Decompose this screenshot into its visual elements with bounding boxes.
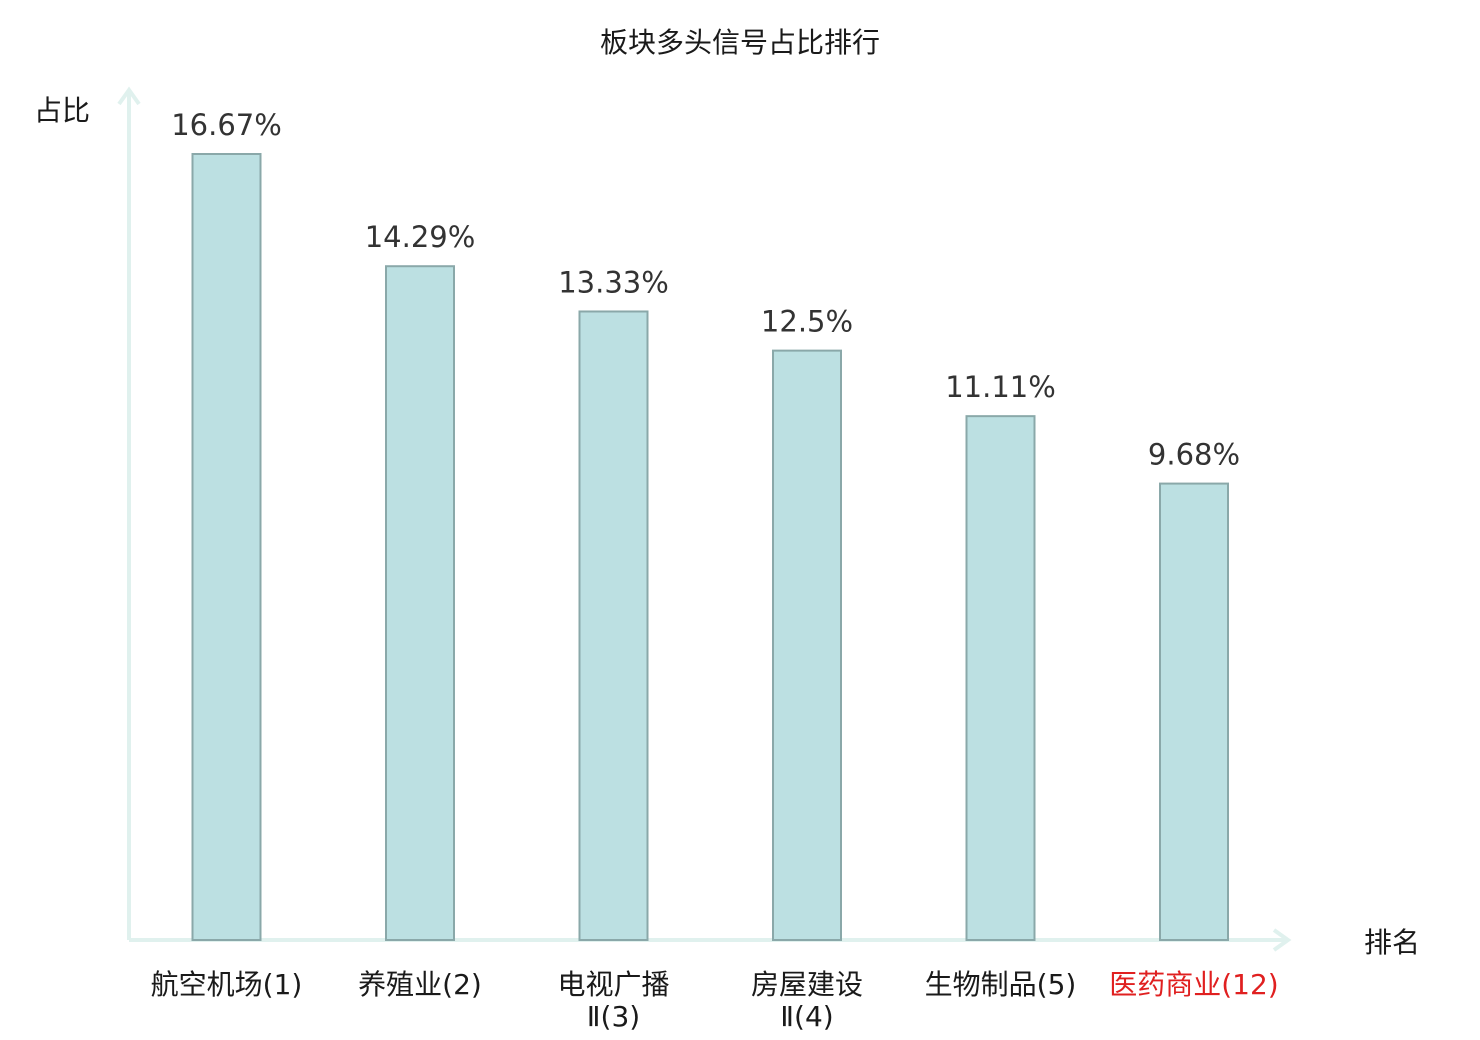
y-axis-label: 占比 [34, 94, 90, 127]
category-label-6: 医药商业(12) [1109, 968, 1278, 1001]
category-label-2: 养殖业(2) [358, 968, 482, 1001]
category-label-5: 生物制品(5) [925, 968, 1077, 1001]
value-labels: 16.67% 14.29% 13.33% 12.5% 11.11% 9.68% [171, 108, 1240, 472]
value-label-3: 13.33% [558, 265, 669, 299]
y-axis-arrow [117, 86, 141, 106]
category-label-3-line-2: Ⅱ(3) [587, 1000, 640, 1033]
x-axis-label: 排名 [1364, 926, 1420, 959]
bar-1 [191, 153, 262, 941]
bars [191, 153, 1229, 942]
chart-title: 板块多头信号占比排行 [600, 26, 880, 59]
axes [117, 86, 1292, 952]
bar-6 [1159, 482, 1229, 941]
bar-5 [965, 415, 1036, 941]
bar-3 [578, 310, 649, 941]
value-label-5: 11.11% [945, 370, 1056, 404]
category-label-1: 航空机场(1) [151, 968, 303, 1001]
bar-4 [772, 349, 842, 942]
value-label-4: 12.5% [761, 305, 853, 339]
value-label-1: 16.67% [171, 108, 282, 142]
category-label-3-line-1: 电视广播 [557, 968, 669, 1001]
category-label-4-line-2: Ⅱ(4) [780, 1000, 833, 1033]
value-label-6: 9.68% [1148, 438, 1240, 472]
category-label-4-line-1: 房屋建设 [751, 968, 863, 1001]
bar-2 [385, 265, 455, 941]
value-label-2: 14.29% [365, 220, 476, 254]
x-axis-arrow [1272, 928, 1292, 952]
